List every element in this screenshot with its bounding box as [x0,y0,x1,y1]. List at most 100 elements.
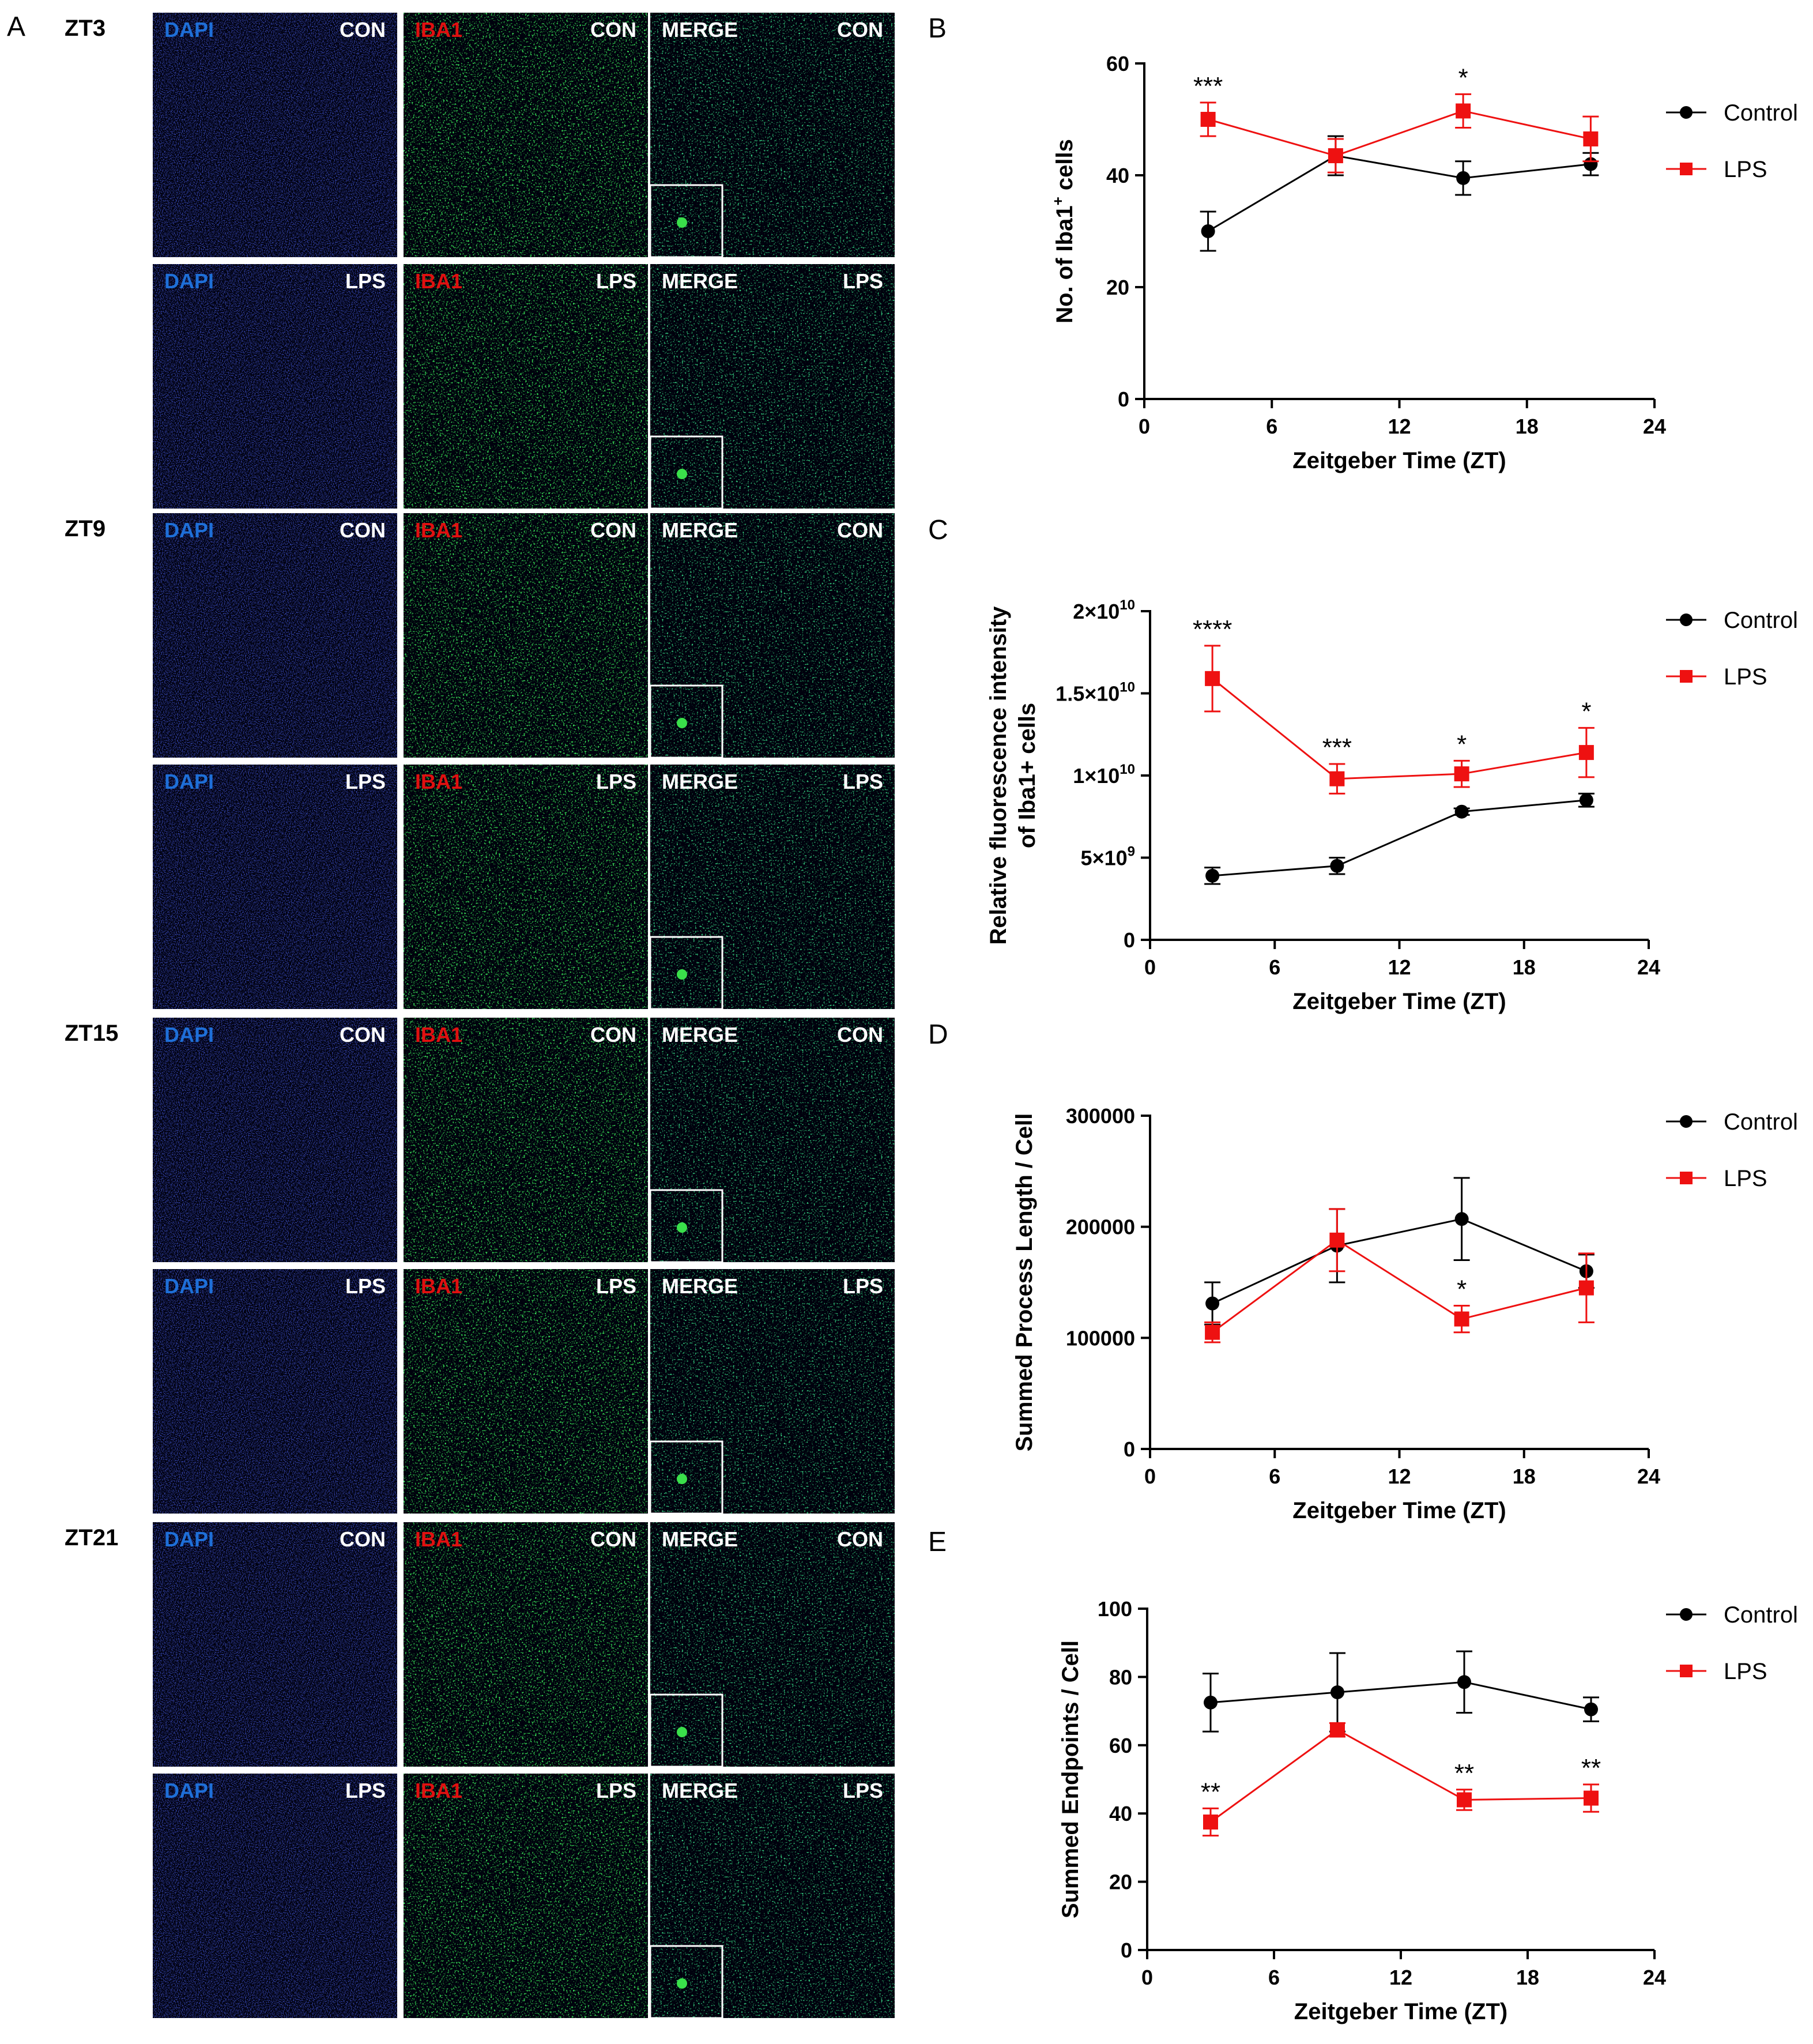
significance-marker: * [1457,730,1467,758]
series-line [1212,677,1587,780]
legend-marker [1680,163,1693,175]
zt-label: ZT15 [65,1021,118,1046]
y-tick-label: 5×109 [1081,844,1135,870]
panel-letter: D [928,1019,948,1050]
legend-item-control: Control [1666,608,1798,633]
significance-marker: ** [1581,1754,1601,1782]
legend-item-lps: LPS [1666,1166,1767,1191]
channel-label: MERGE [662,1023,738,1047]
data-point [1329,771,1345,786]
chart-panel-c: C 0 6 12 18 24 0 5×109 1×1010 1.5×1010 2×1010 Zeitg… [928,515,1798,1014]
significance-marker: * [1457,1275,1467,1303]
x-tick-label: 0 [1141,1966,1153,1989]
y-axis-title: No. of Iba1+ cells [1049,139,1077,323]
micrograph-dapi: DAPI CON [153,1018,397,1262]
micrograph-iba1: IBA1 CON [404,13,648,257]
significance-marker: **** [1193,615,1232,643]
y-tick-label: 100 [1098,1597,1132,1621]
x-tick-label: 6 [1268,1966,1280,1989]
condition-label: CON [590,1023,636,1047]
data-point [1330,1685,1344,1700]
channel-label: DAPI [164,1023,214,1047]
legend-marker [1680,1665,1693,1677]
channel-label: MERGE [662,770,738,793]
x-tick-label: 0 [1144,1465,1156,1488]
micrograph-iba1: IBA1 LPS [404,1774,648,2018]
micrograph-dapi: DAPI CON [153,13,397,257]
channel-label: MERGE [662,1274,738,1298]
y-tick-label: 0 [1124,1437,1135,1461]
condition-label: CON [590,518,636,542]
data-point [1457,1675,1471,1689]
condition-label: CON [340,518,386,542]
channel-label: IBA1 [415,1527,462,1551]
condition-label: CON [837,518,883,542]
inset-cell [677,718,687,728]
condition-label: LPS [596,770,636,793]
data-point [1330,1722,1345,1738]
x-tick-label: 24 [1637,1465,1660,1488]
inset-frame [649,684,723,759]
significance-marker: * [1581,697,1591,725]
series-lps [1203,1722,1599,1837]
channel-label: IBA1 [415,770,462,793]
legend-label: LPS [1724,1166,1767,1191]
chart-panel-d: D 0 6 12 18 24 0 100000 200000 300000 Zeitgeber Ti… [928,1019,1798,1523]
channel-label: DAPI [164,1274,214,1298]
series-line [1212,799,1587,877]
micrograph-merge: MERGE CON [649,1018,895,1263]
condition-label: LPS [843,269,883,293]
inset-cell [677,969,687,980]
micrograph-merge: MERGE CON [649,513,895,759]
legend-label: Control [1724,1602,1798,1628]
data-point [1578,745,1594,761]
micrograph-dapi: DAPI LPS [153,1774,397,2018]
legend-item-lps: LPS [1666,157,1767,182]
legend-marker [1680,1115,1693,1128]
series-control [1204,792,1595,885]
x-tick-label: 24 [1637,955,1660,979]
data-point [1329,1232,1345,1248]
data-point [1579,793,1593,807]
inset-cell [677,1474,687,1484]
legend-marker [1680,106,1693,119]
data-point [1583,131,1599,146]
series-control [1200,135,1599,252]
y-tick-label: 2×1010 [1073,597,1135,623]
channel-label: IBA1 [415,1779,462,1802]
series-control [1203,1650,1599,1733]
y-tick-label: 1×1010 [1073,762,1135,788]
legend-label: LPS [1724,664,1767,690]
data-point [1200,112,1216,127]
data-point [1584,1702,1598,1716]
inset-cell [677,1222,687,1233]
data-point [1454,1212,1469,1226]
significance-marker: *** [1322,733,1352,762]
channel-label: IBA1 [415,1023,462,1047]
series-line [1210,1729,1592,1823]
y-tick-label: 1.5×1010 [1056,680,1135,706]
data-point [1454,804,1469,819]
micrograph-merge: MERGE LPS [649,1269,895,1515]
series-line [1208,110,1591,157]
panel-letter: C [928,515,948,545]
micrograph-iba1: IBA1 LPS [404,264,648,509]
data-point [1205,671,1220,686]
x-tick-label: 6 [1269,955,1280,979]
condition-label: LPS [843,770,883,793]
micrograph-iba1: IBA1 CON [404,1018,648,1262]
x-tick-label: 12 [1388,1465,1411,1488]
channel-label: MERGE [662,518,738,542]
channel-label: MERGE [662,1527,738,1551]
condition-label: CON [340,1527,386,1551]
y-tick-label: 0 [1121,1938,1132,1962]
data-point [1205,1324,1220,1340]
channel-label: IBA1 [415,518,462,542]
inset-frame [649,1440,723,1515]
micrograph-iba1: IBA1 LPS [404,1269,648,1514]
channel-label: DAPI [164,1779,214,1802]
legend-marker [1680,670,1693,683]
x-axis-title: Zeitgeber Time (ZT) [1292,1498,1506,1523]
